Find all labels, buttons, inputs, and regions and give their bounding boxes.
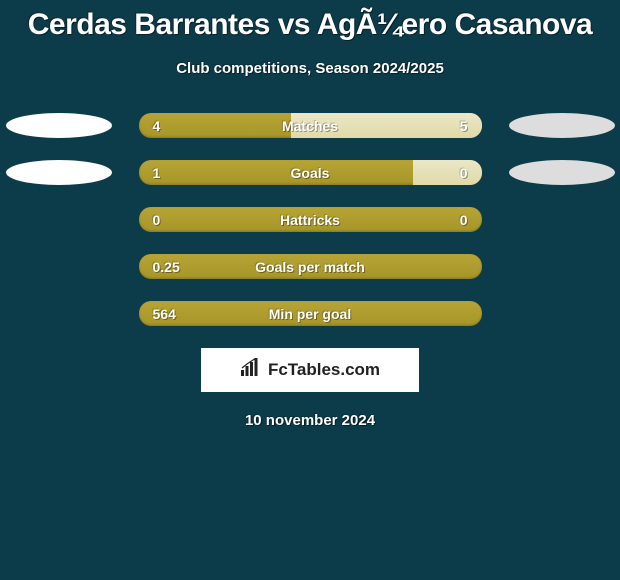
brand-text: FcTables.com (268, 360, 380, 380)
player-blob-right (509, 160, 615, 185)
stat-value-right: 0 (460, 160, 468, 185)
stat-label: Goals per match (139, 254, 482, 279)
brand-box: FcTables.com (201, 348, 419, 392)
chart-icon (240, 358, 262, 383)
stat-label: Min per goal (139, 301, 482, 326)
stat-bar: 4Matches5 (139, 113, 482, 138)
player-blob-left (6, 113, 112, 138)
stat-bar: 0.25Goals per match (139, 254, 482, 279)
stat-bar: 564Min per goal (139, 301, 482, 326)
stat-label: Hattricks (139, 207, 482, 232)
subtitle: Club competitions, Season 2024/2025 (0, 60, 620, 77)
stat-bar: 1Goals0 (139, 160, 482, 185)
page-title: Cerdas Barrantes vs AgÃ¼ero Casanova (0, 0, 620, 42)
player-blob-left (6, 160, 112, 185)
stat-label: Matches (139, 113, 482, 138)
stat-row: 1Goals0 (0, 160, 620, 185)
player-blob-right (509, 113, 615, 138)
date-text: 10 november 2024 (0, 412, 620, 429)
stat-row: 0Hattricks0 (0, 207, 620, 232)
stat-label: Goals (139, 160, 482, 185)
stat-row: 564Min per goal (0, 301, 620, 326)
stat-rows: 4Matches51Goals00Hattricks00.25Goals per… (0, 113, 620, 326)
stat-value-right: 0 (460, 207, 468, 232)
stat-row: 0.25Goals per match (0, 254, 620, 279)
stat-bar: 0Hattricks0 (139, 207, 482, 232)
stat-row: 4Matches5 (0, 113, 620, 138)
stat-value-right: 5 (460, 113, 468, 138)
